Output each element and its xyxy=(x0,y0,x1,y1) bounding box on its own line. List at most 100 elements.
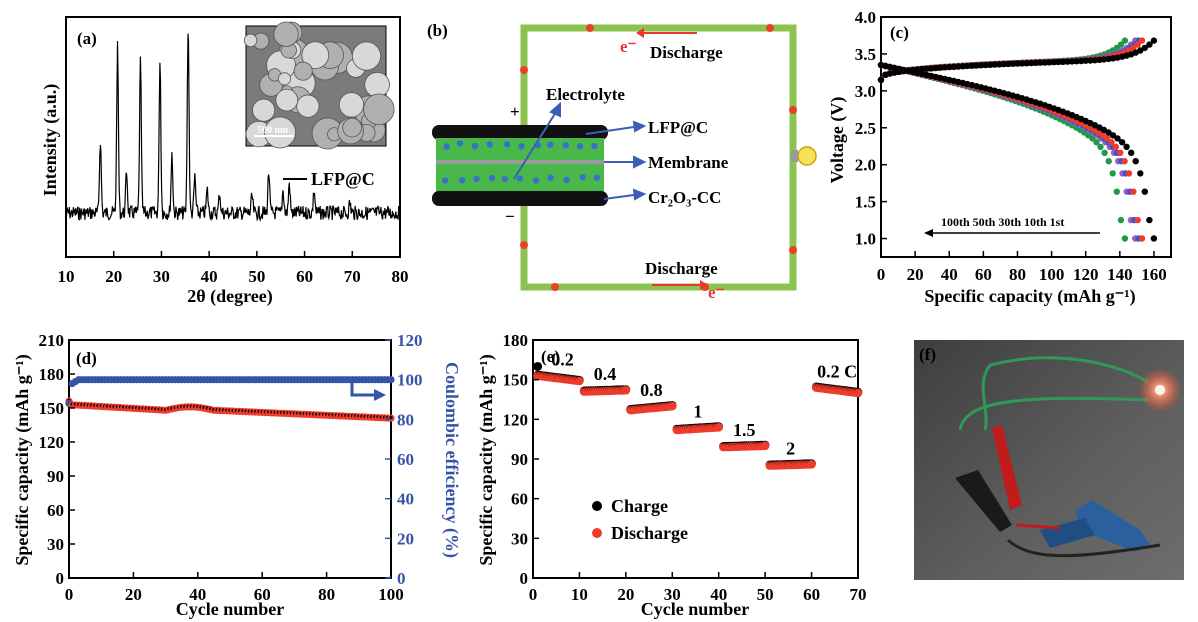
electrolyte-ion-dot xyxy=(473,175,480,183)
capacity-charge-point xyxy=(389,415,393,420)
rate-label: 1 xyxy=(693,401,702,421)
panel-c-y-tick-label: 3.0 xyxy=(855,82,876,101)
discharge-point xyxy=(1134,216,1141,224)
panel-c-annotation: 100th 50th 30th 10th 1st xyxy=(941,215,1064,229)
wire-dot xyxy=(551,283,559,291)
panel-e-rate-labels: 0.2 0.4 0.8 1 1.5 2 0.2 C xyxy=(551,350,857,459)
charge-point xyxy=(1068,58,1076,65)
lfp-label: LFP@C xyxy=(648,118,708,137)
panel-d-x-tick-label: 80 xyxy=(318,585,335,604)
panel-d-y2-tick-label: 120 xyxy=(397,331,423,350)
panel-c-x-tick-label: 60 xyxy=(975,265,992,284)
discharge-point xyxy=(668,401,677,411)
wire-dot xyxy=(520,241,528,249)
panel-a-legend-label: LFP@C xyxy=(311,169,375,189)
panel-c-frame xyxy=(880,16,1172,258)
sem-particle xyxy=(277,72,291,86)
sem-particle xyxy=(338,92,365,118)
panel-e-y-tick-label: 90 xyxy=(511,450,528,469)
electrolyte-ion-dot xyxy=(504,141,511,148)
charge-point xyxy=(973,62,980,69)
discharge-point xyxy=(1109,132,1117,139)
discharge-point xyxy=(621,385,631,395)
charge-point xyxy=(977,61,985,69)
panel-a-x-axis-label: 2θ (degree) xyxy=(187,286,273,307)
panel-a-x-tick-label: 70 xyxy=(344,267,361,286)
top-discharge-label: Discharge xyxy=(650,43,723,62)
sem-particle xyxy=(293,61,313,81)
panel-d-points xyxy=(65,376,395,422)
right-axis-pointer xyxy=(350,378,375,397)
panel-d-x-axis-label: Cycle number xyxy=(176,599,284,619)
panel-c-label: (c) xyxy=(890,23,909,42)
charge-point xyxy=(1141,44,1149,52)
panel-c-y-tick-label: 2.5 xyxy=(855,119,876,138)
sem-particle xyxy=(264,116,296,149)
discharge-point xyxy=(1117,149,1124,156)
plus-sign: + xyxy=(510,102,520,121)
discharge-point xyxy=(1089,135,1096,142)
panel-d-y2-ticks: 0 20 40 60 80 100 120 xyxy=(385,331,423,588)
charge-point xyxy=(1082,57,1089,64)
panel-d-y2-tick-label: 100 xyxy=(397,371,423,390)
discharge-point xyxy=(853,388,863,398)
panel-c-x-tick-label: 20 xyxy=(907,265,924,284)
panel-e-y-tick-label: 60 xyxy=(511,490,528,509)
panel-d-x-tick-label: 100 xyxy=(378,585,404,604)
led-icon xyxy=(1155,385,1165,395)
panel-d-x-tick-label: 20 xyxy=(125,585,142,604)
panel-d-y2-tick-label: 40 xyxy=(397,490,414,509)
panel-d-label: (d) xyxy=(76,349,97,368)
charge-point xyxy=(877,76,885,84)
legend-discharge-label: Discharge xyxy=(611,523,688,543)
xrd-pattern-line xyxy=(65,33,401,223)
charge-point xyxy=(533,361,543,371)
rate-label: 0.2 xyxy=(551,350,574,370)
panel-a-frame xyxy=(65,16,401,258)
green-wire-bottom xyxy=(958,396,1149,431)
sem-particle xyxy=(351,41,382,71)
charge-point xyxy=(1009,60,1017,67)
discharge-point xyxy=(1109,170,1116,177)
panel-e-x-tick-label: 30 xyxy=(664,585,681,604)
electrolyte-label: Electrolyte xyxy=(546,85,625,104)
panel-d-y-tick-label: 0 xyxy=(56,569,65,588)
charge-point xyxy=(1005,60,1012,68)
charge-point xyxy=(955,63,962,70)
panel-d-frame xyxy=(68,339,392,579)
panel-d-y-tick-label: 90 xyxy=(47,467,64,486)
charge-point xyxy=(1117,41,1125,48)
discharge-point xyxy=(1146,216,1153,224)
panel-f-photo: (f) xyxy=(914,340,1184,580)
green-wire-left xyxy=(981,364,992,431)
panel-e-x-tick-label: 50 xyxy=(757,585,774,604)
panel-c-x-tick-label: 100 xyxy=(1039,265,1065,284)
panel-d-y-tick-label: 60 xyxy=(47,501,64,520)
battery-cell xyxy=(432,125,608,206)
discharge-point xyxy=(1123,143,1130,150)
charge-point xyxy=(1018,60,1026,67)
charge-point xyxy=(1055,58,1062,66)
wire-dot xyxy=(789,246,797,254)
legend-charge-marker xyxy=(592,501,602,511)
charge-point xyxy=(968,62,976,69)
electrolyte-ion-dot xyxy=(443,143,450,150)
rate-label: 0.2 C xyxy=(817,362,857,382)
panel-e-frame xyxy=(532,339,859,579)
charge-point xyxy=(1027,59,1035,67)
minus-sign: − xyxy=(505,207,515,226)
panel-a-x-tick-label: 50 xyxy=(248,267,265,286)
electrolyte-ion-dot xyxy=(563,176,570,184)
electrolyte-ion-dot xyxy=(547,174,554,181)
panel-a-label: (a) xyxy=(77,29,97,48)
discharge-point xyxy=(1141,188,1149,195)
blue-clip-icon xyxy=(1075,500,1150,552)
charge-point xyxy=(1014,60,1021,67)
panel-d-y-axis-label: Specific capacity (mAh g⁻¹) xyxy=(12,354,33,565)
panel-d-x-tick-label: 0 xyxy=(65,585,74,604)
panel-c-y-tick-label: 1.0 xyxy=(855,230,876,249)
anode-layer xyxy=(432,191,608,206)
panel-d-y-tick-label: 150 xyxy=(39,399,65,418)
electrolyte-ion-dot xyxy=(442,177,449,184)
